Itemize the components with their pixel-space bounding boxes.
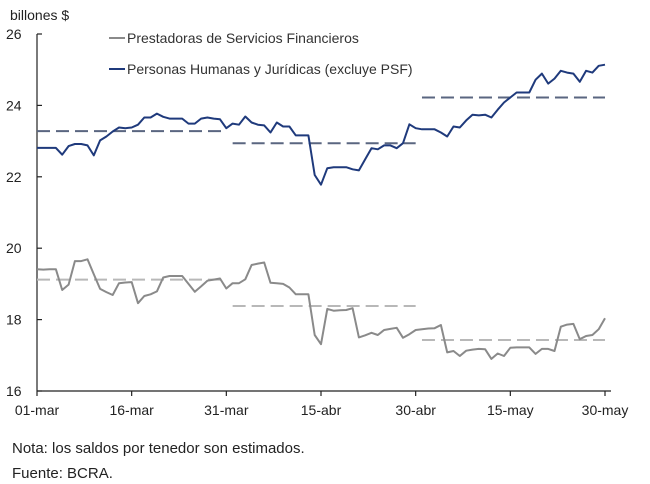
x-tick-label: 30-may [582, 402, 629, 418]
y-tick-label: 26 [6, 26, 22, 42]
series-line-psf [36, 258, 606, 360]
legend-label-personas: Personas Humanas y Jurídicas (excluye PS… [127, 61, 413, 77]
y-tick-label: 18 [6, 312, 22, 328]
line-chart: billones $ 16 18 20 22 24 26 01-mar 16-mar 31-ma… [6, 7, 628, 418]
axes: 16 18 20 22 24 26 01-mar 16-mar 31-mar 15-abr 30-a… [6, 26, 628, 418]
legend-label-psf: Prestadoras de Servicios Financieros [127, 30, 359, 46]
x-tick-label: 16-mar [109, 402, 154, 418]
y-axis-label: billones $ [10, 7, 69, 23]
note-text: Nota: los saldos por tenedor son estimad… [12, 440, 305, 457]
x-tick-label: 30-abr [395, 402, 436, 418]
x-tick-label: 15-may [487, 402, 534, 418]
series-line-personas [37, 63, 606, 186]
legend: Prestadoras de Servicios Financieros Per… [109, 30, 413, 77]
x-tick-label: 15-abr [301, 402, 342, 418]
y-tick-label: 22 [6, 169, 22, 185]
y-tick-label: 20 [6, 240, 22, 256]
x-tick-label: 31-mar [204, 402, 249, 418]
y-tick-label: 24 [6, 97, 22, 113]
period-average-lines [37, 96, 605, 341]
y-tick-label: 16 [6, 383, 22, 399]
source-text: Fuente: BCRA. [12, 465, 113, 482]
x-tick-label: 01-mar [15, 402, 60, 418]
series-lines [36, 63, 606, 360]
